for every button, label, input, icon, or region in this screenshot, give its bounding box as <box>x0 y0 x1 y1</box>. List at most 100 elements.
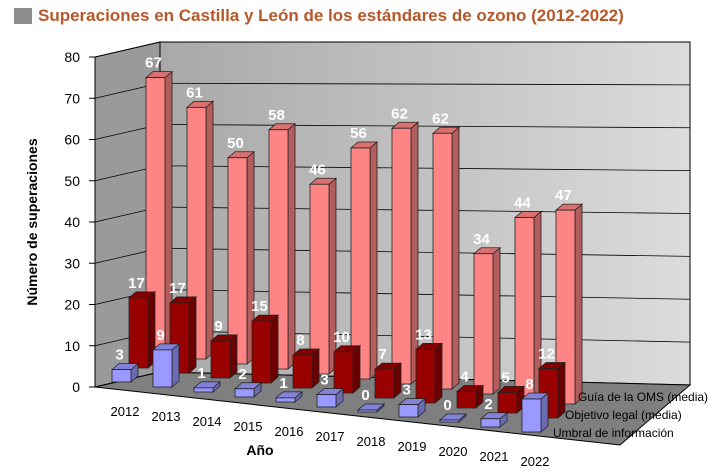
data-label: 46 <box>309 161 326 178</box>
bar-side <box>540 392 549 433</box>
x-tick-label: 2019 <box>398 439 427 454</box>
bar <box>357 409 378 413</box>
bar-side <box>557 361 566 419</box>
gridline-back <box>159 124 691 129</box>
y-tick-label: 70 <box>64 90 80 106</box>
data-label: 2 <box>484 396 492 413</box>
bar <box>292 354 313 389</box>
bar-side <box>410 121 419 385</box>
bar <box>480 418 501 428</box>
data-label: 0 <box>443 397 451 414</box>
y-tick-label: 30 <box>64 255 80 271</box>
data-label: 8 <box>525 376 533 393</box>
y-tick-label: 80 <box>64 49 80 65</box>
data-label: 9 <box>214 318 222 335</box>
bar-side <box>434 342 443 404</box>
bar-side <box>188 296 197 374</box>
data-label: 56 <box>350 125 367 142</box>
data-label: 1 <box>197 365 205 382</box>
bar <box>432 132 453 390</box>
y-tick-label: 20 <box>64 297 80 313</box>
bar <box>251 320 272 384</box>
chart-title-text: Superaciones en Castilla y León de los e… <box>38 6 624 25</box>
legend-series-label: Objetivo legal (media) <box>565 408 682 422</box>
bar <box>186 106 207 360</box>
data-label: 17 <box>169 280 186 297</box>
legend-series-label: Guía de la OMS (media) <box>578 390 708 404</box>
y-tick-label: 50 <box>64 173 80 189</box>
x-tick-label: 2017 <box>316 429 345 444</box>
bar <box>415 348 436 404</box>
bar <box>234 388 255 398</box>
bar <box>275 397 296 403</box>
bar <box>193 387 214 393</box>
x-tick-label: 2022 <box>521 454 550 469</box>
bar <box>210 340 231 379</box>
x-tick-label: 2013 <box>152 409 181 424</box>
x-tick-label: 2012 <box>111 404 140 419</box>
data-label: 62 <box>391 105 408 122</box>
data-label: 7 <box>378 346 386 363</box>
bar <box>456 391 477 409</box>
gridline-back <box>159 82 691 86</box>
data-label: 13 <box>415 326 432 343</box>
bar <box>268 129 289 370</box>
x-tick-label: 2016 <box>275 424 304 439</box>
bar <box>227 157 248 365</box>
x-tick-label: 2018 <box>357 434 386 449</box>
bar-side <box>352 344 361 394</box>
data-label: 2 <box>238 366 246 383</box>
bar <box>391 127 412 385</box>
title-marker <box>14 8 32 24</box>
bar <box>128 297 149 369</box>
bar-side <box>492 246 501 395</box>
bar <box>309 183 330 375</box>
y-axis-label: Número de superaciones <box>24 138 40 305</box>
x-tick-label: 2021 <box>480 449 509 464</box>
bar-side <box>369 141 378 380</box>
bar <box>514 217 535 400</box>
bar-side <box>229 334 238 379</box>
data-label: 3 <box>115 347 123 364</box>
bar-side <box>171 343 180 388</box>
data-label: 58 <box>268 107 285 124</box>
y-tick-label: 10 <box>64 338 80 354</box>
data-label: 34 <box>473 231 490 248</box>
bar-side <box>287 122 296 370</box>
data-label: 4 <box>460 369 469 386</box>
x-tick-label: 2020 <box>439 444 468 459</box>
data-label: 9 <box>156 327 164 344</box>
bar <box>350 147 371 380</box>
legend-series-label: Umbral de información <box>553 426 674 440</box>
bar <box>316 394 337 408</box>
data-label: 62 <box>432 110 449 127</box>
data-label: 67 <box>145 55 162 72</box>
y-tick-label: 0 <box>72 379 80 395</box>
bar <box>497 391 518 414</box>
gridline-left <box>94 41 161 58</box>
bar-side <box>451 126 460 390</box>
bar <box>521 398 542 433</box>
data-label: 10 <box>333 329 350 346</box>
data-label: 3 <box>320 372 328 389</box>
bar-side <box>270 314 279 384</box>
y-tick-label: 60 <box>64 132 80 148</box>
bar <box>555 209 576 405</box>
data-label: 0 <box>361 387 369 404</box>
data-label: 1 <box>279 375 287 392</box>
data-label: 61 <box>186 84 203 101</box>
chart-title: Superaciones en Castilla y León de los e… <box>14 6 624 26</box>
x-tick-label: 2015 <box>234 419 263 434</box>
y-tick-label: 40 <box>64 214 80 230</box>
bar <box>473 253 494 395</box>
data-label: 47 <box>555 187 572 204</box>
x-tick-label: 2014 <box>193 414 222 429</box>
bar <box>111 369 132 383</box>
data-label: 12 <box>538 346 555 363</box>
bar-side <box>311 348 320 389</box>
bar-side <box>574 203 583 405</box>
data-label: 15 <box>251 298 268 315</box>
data-label: 3 <box>402 382 410 399</box>
bar <box>439 419 460 423</box>
